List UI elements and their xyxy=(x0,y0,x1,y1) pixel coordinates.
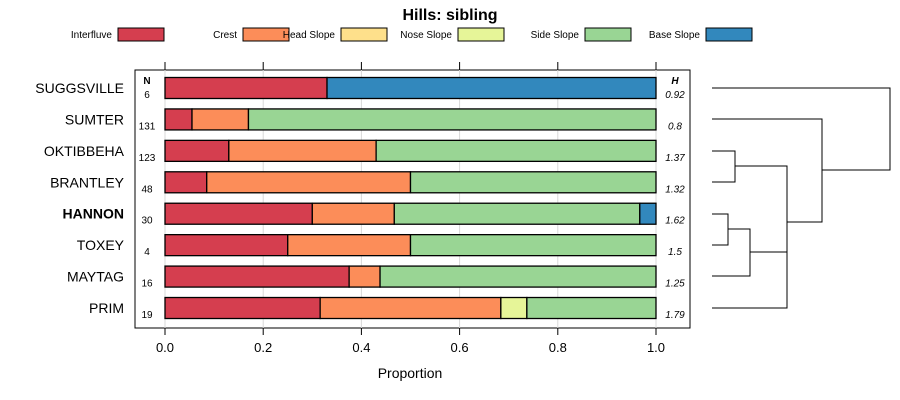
bar-segment-oktibbeha-interfluve xyxy=(164,139,230,163)
legend-label-crest: Crest xyxy=(213,30,237,41)
h-value-toxey: 1.5 xyxy=(668,247,682,258)
bar-segment-maytag-crest xyxy=(348,265,381,288)
bar-row-oktibbeha xyxy=(164,139,657,163)
row-label-sumter: SUMTER xyxy=(65,111,124,127)
n-value-sumter: 131 xyxy=(139,121,156,132)
dendrogram-branch-sumter xyxy=(712,118,823,223)
x-axis: 0.0 0.2 0.4 0.6 0.8 1.0 xyxy=(156,62,665,355)
legend-swatch-nose-slope xyxy=(457,27,505,42)
n-labels: 6 131 123 48 30 4 16 19 xyxy=(139,90,156,321)
dendrogram-branch-hannon-toxey xyxy=(712,213,729,246)
bar-segment-maytag-side-slope xyxy=(379,265,657,288)
bar-segment-brantley-side-slope xyxy=(409,171,657,194)
dendrogram-branch-ob-htmp xyxy=(735,165,788,280)
bar-segment-prim-nose-slope xyxy=(500,296,528,320)
bar-segment-hannon-interfluve xyxy=(164,202,313,225)
h-value-maytag: 1.25 xyxy=(665,279,685,290)
h-value-prim: 1.79 xyxy=(665,310,685,321)
row-label-suggsville: SUGGSVILLE xyxy=(35,80,124,96)
h-value-hannon: 1.62 xyxy=(665,216,685,227)
row-label-hannon: HANNON xyxy=(63,206,124,222)
x-tick-label: 0.4 xyxy=(352,340,370,355)
row-label-maytag: MAYTAG xyxy=(67,269,124,285)
bar-segment-hannon-side-slope xyxy=(393,202,641,225)
bar-segment-sumter-crest xyxy=(191,108,250,131)
dendrogram-branch-htox-maytag xyxy=(712,228,751,277)
h-header: H xyxy=(671,76,679,87)
bars xyxy=(164,76,657,320)
bar-segment-toxey-crest xyxy=(287,233,412,257)
bar-row-brantley xyxy=(164,171,657,194)
bar-row-hannon xyxy=(164,202,657,225)
bar-segment-toxey-side-slope xyxy=(409,233,657,257)
n-value-maytag: 16 xyxy=(141,279,153,290)
bar-segment-oktibbeha-side-slope xyxy=(375,139,657,163)
bar-row-maytag xyxy=(164,265,657,288)
h-value-brantley: 1.32 xyxy=(665,184,685,195)
bar-segment-oktibbeha-crest xyxy=(228,139,377,163)
bar-row-prim xyxy=(164,296,657,320)
legend-swatch-head-slope xyxy=(340,27,388,42)
bar-segment-hannon-base-slope xyxy=(639,202,657,225)
legend-label-side-slope: Side Slope xyxy=(531,30,580,41)
legend-label-head-slope: Head Slope xyxy=(283,30,336,41)
x-tick-label: 0.2 xyxy=(254,340,272,355)
dendrogram-branch-oktibbeha-brantley xyxy=(712,150,736,183)
bar-row-suggsville xyxy=(164,76,657,100)
bar-segment-sumter-interfluve xyxy=(164,108,193,131)
bar-segment-suggsville-base-slope xyxy=(326,76,657,100)
h-value-sumter: 0.8 xyxy=(668,121,682,132)
legend-swatch-side-slope xyxy=(584,27,632,42)
n-value-prim: 19 xyxy=(141,310,153,321)
row-labels: SUGGSVILLE SUMTER OKTIBBEHA BRANTLEY HANNON T… xyxy=(35,80,124,316)
legend-label-base-slope: Base Slope xyxy=(649,30,701,41)
n-value-oktibbeha: 123 xyxy=(139,153,156,164)
h-value-suggsville: 0.92 xyxy=(665,90,685,101)
n-value-brantley: 48 xyxy=(141,184,153,195)
bar-segment-maytag-interfluve xyxy=(164,265,350,288)
bar-segment-prim-interfluve xyxy=(164,296,321,320)
dendrogram xyxy=(712,87,891,309)
row-label-toxey: TOXEY xyxy=(77,237,125,253)
row-label-oktibbeha: OKTIBBEHA xyxy=(44,143,125,159)
legend-swatch-interfluve xyxy=(117,27,165,42)
x-tick-label: 0.0 xyxy=(156,340,174,355)
bar-segment-toxey-interfluve xyxy=(164,233,289,257)
legend-label-interfluve: Interfluve xyxy=(71,30,113,41)
bar-segment-sumter-side-slope xyxy=(247,108,657,131)
row-label-brantley: BRANTLEY xyxy=(50,174,125,190)
legend-label-nose-slope: Nose Slope xyxy=(400,30,452,41)
chart-title: Hills: sibling xyxy=(402,7,497,24)
bar-segment-brantley-crest xyxy=(206,171,412,194)
x-tick-label: 1.0 xyxy=(647,340,665,355)
bar-row-toxey xyxy=(164,233,657,257)
n-value-toxey: 4 xyxy=(144,247,150,258)
x-axis-label: Proportion xyxy=(378,365,443,381)
x-tick-label: 0.8 xyxy=(549,340,567,355)
legend: Interfluve Crest Head Slope Nose Slope Side … xyxy=(71,27,753,42)
row-label-prim: PRIM xyxy=(89,300,124,316)
bar-segment-hannon-crest xyxy=(311,202,395,225)
legend-swatch-crest xyxy=(242,27,290,42)
plot-frame xyxy=(134,69,691,329)
n-header: N xyxy=(143,76,150,87)
bar-segment-suggsville-interfluve xyxy=(164,76,328,100)
bar-segment-prim-side-slope xyxy=(526,296,657,320)
dendrogram-branch-root xyxy=(712,87,891,171)
legend-swatch-base-slope xyxy=(705,27,753,42)
n-value-suggsville: 6 xyxy=(144,90,150,101)
h-labels: 0.92 0.8 1.37 1.32 1.62 1.5 1.25 1.79 xyxy=(665,90,685,321)
n-value-hannon: 30 xyxy=(141,216,153,227)
bar-segment-brantley-interfluve xyxy=(164,171,208,194)
h-value-oktibbeha: 1.37 xyxy=(665,153,685,164)
bar-row-sumter xyxy=(164,108,657,131)
bar-segment-prim-crest xyxy=(319,296,502,320)
x-tick-label: 0.6 xyxy=(451,340,469,355)
